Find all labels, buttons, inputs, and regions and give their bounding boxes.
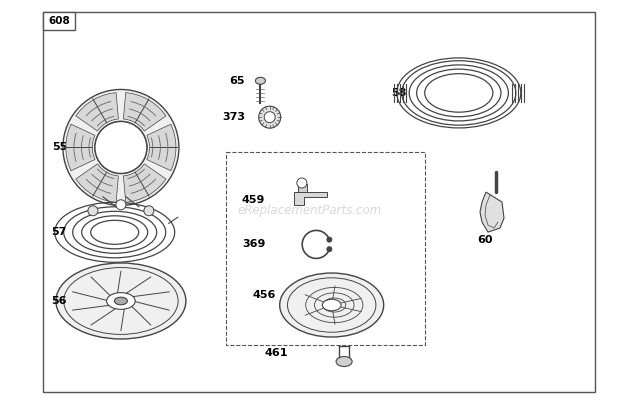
Bar [43,12,76,30]
Text: 456: 456 [252,290,276,300]
Polygon shape [480,192,504,232]
Circle shape [63,89,179,206]
Circle shape [95,122,147,173]
Circle shape [88,206,98,216]
Ellipse shape [336,356,352,366]
Circle shape [264,112,275,123]
Ellipse shape [56,263,186,339]
Text: 58: 58 [391,88,406,98]
Text: 57: 57 [51,227,67,237]
Bar [43,12,595,392]
Polygon shape [298,184,307,192]
Text: 65: 65 [229,76,245,86]
Text: 461: 461 [265,349,288,358]
Circle shape [144,206,154,216]
Polygon shape [147,124,176,171]
Text: 60: 60 [477,236,493,245]
Polygon shape [76,164,118,202]
Text: eReplacementParts.com: eReplacementParts.com [238,204,382,217]
Ellipse shape [115,297,127,305]
Polygon shape [123,93,166,131]
Circle shape [259,106,281,128]
Circle shape [95,122,147,173]
Circle shape [116,200,126,210]
Bar [226,152,425,345]
Text: 608: 608 [48,16,70,26]
Polygon shape [294,192,327,205]
Ellipse shape [280,273,384,337]
Polygon shape [66,124,95,171]
Circle shape [297,178,307,188]
Text: 373: 373 [222,112,245,122]
Circle shape [327,247,332,252]
Ellipse shape [107,292,135,309]
Ellipse shape [322,299,341,311]
Text: 369: 369 [242,240,265,249]
Polygon shape [76,93,118,131]
Ellipse shape [255,77,265,84]
Polygon shape [123,164,166,202]
Ellipse shape [64,267,178,335]
Text: 459: 459 [242,195,265,205]
Text: 56: 56 [51,296,67,306]
Circle shape [327,237,332,242]
Text: 55: 55 [51,143,67,152]
